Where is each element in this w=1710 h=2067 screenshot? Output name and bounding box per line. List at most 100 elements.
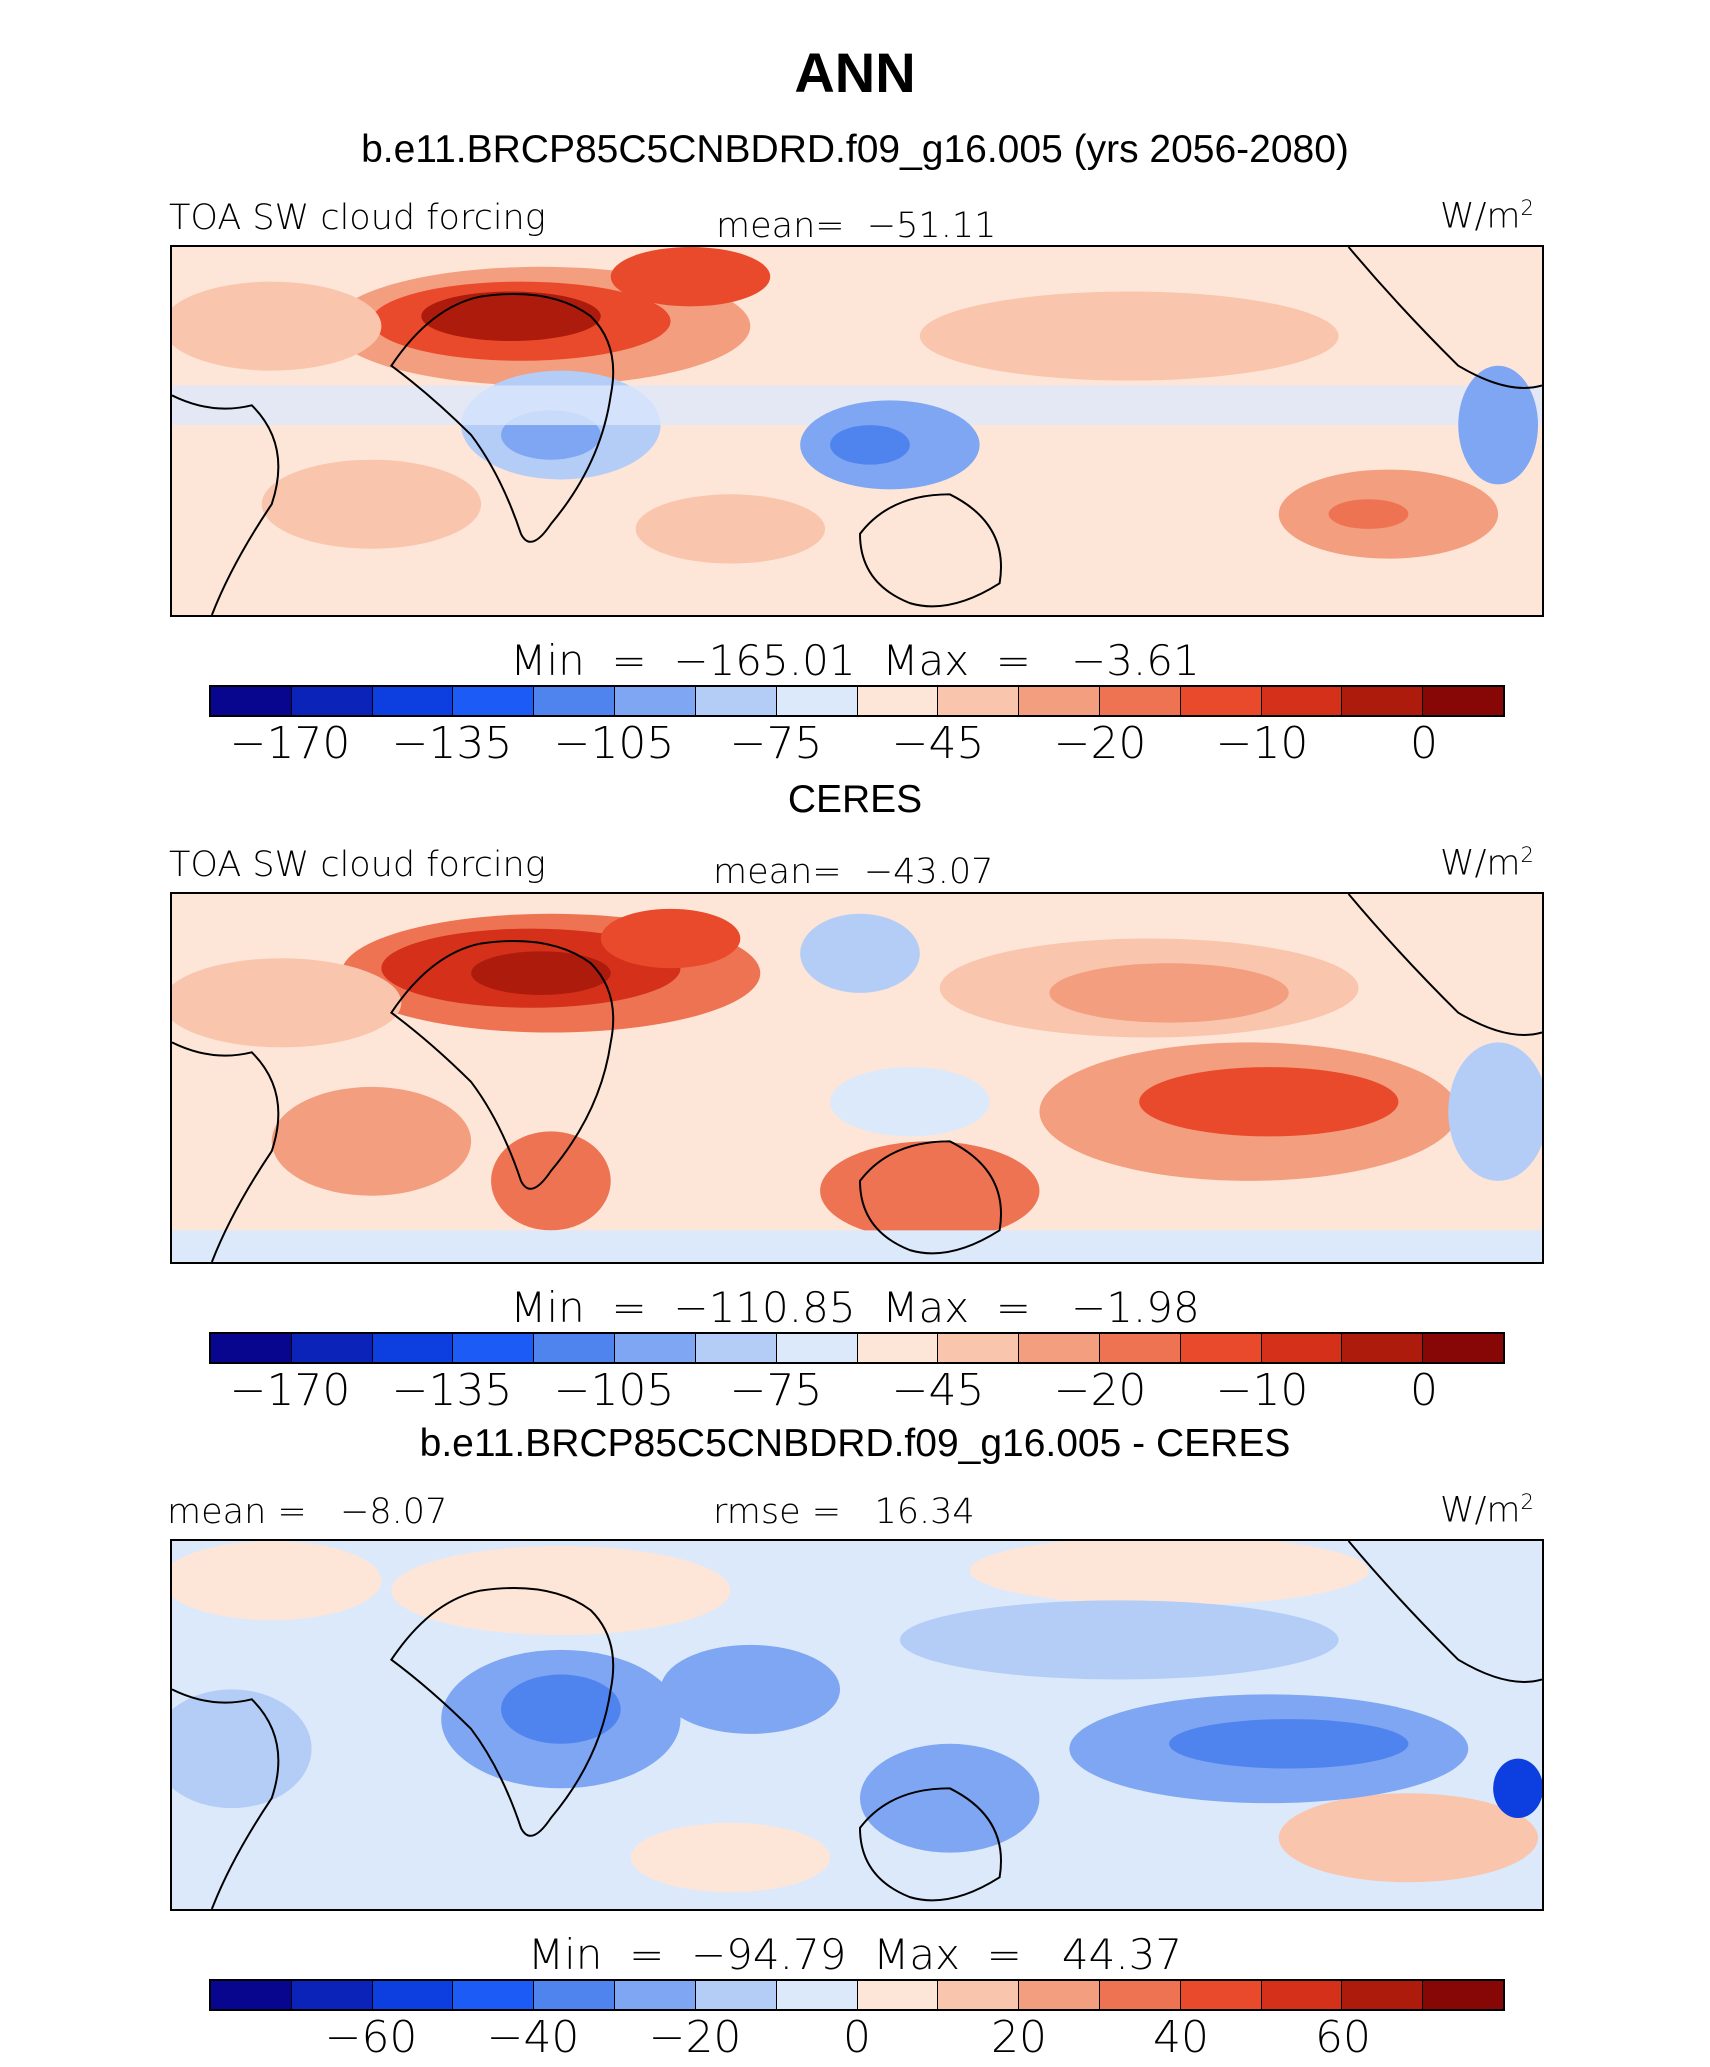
panel-1-units-label: W/m2 [1440, 196, 1534, 237]
colorbar-tick: −45 [891, 1365, 985, 1416]
colorbar-tick: −170 [229, 718, 351, 769]
colorbar-swatch [534, 687, 616, 715]
colorbar-swatch [1099, 1334, 1181, 1362]
panel-2-arabia-field [600, 908, 741, 969]
panel-1-africa-outline [390, 293, 615, 543]
colorbar-tick: 0 [1410, 1365, 1438, 1416]
colorbar-swatch [534, 1981, 616, 2009]
colorbar-swatch [615, 687, 696, 715]
panel-2-australia-outline [858, 1140, 1002, 1255]
colorbar-tick: −45 [891, 718, 985, 769]
panel-3-south-america-outline [172, 1688, 280, 1909]
panel-3-min-max: Min = −94.79 Max = 44.37 [527, 1930, 1183, 1979]
panel-3-pacific-north [969, 1541, 1369, 1606]
panel-2-map-svg [172, 894, 1542, 1262]
colorbar-tick: −10 [1215, 718, 1309, 769]
colorbar-swatch [857, 687, 939, 715]
colorbar-tick: −105 [553, 718, 675, 769]
colorbar-swatch [372, 1334, 454, 1362]
colorbar-tick: −135 [391, 718, 513, 769]
colorbar-tick: −20 [1053, 718, 1147, 769]
colorbar-swatch [695, 1334, 777, 1362]
panel-1-atlantic-south [261, 459, 482, 549]
panel-2-pacific-north-core [1049, 963, 1289, 1023]
panel-1-pacific-south-core [1328, 499, 1409, 529]
colorbar-tick: −135 [391, 1365, 513, 1416]
colorbar-swatch [776, 1981, 858, 2009]
panel-3-map-svg [172, 1541, 1542, 1909]
panel-1-australia-outline [858, 493, 1002, 608]
colorbar-swatch [1261, 1334, 1343, 1362]
panel-2-australia-field [820, 1141, 1040, 1241]
panel-3-australia-negative [859, 1743, 1040, 1853]
panel-3-rmse-label: rmse = 16.34 [713, 1492, 975, 1532]
panel-3-sahara-field [391, 1545, 731, 1635]
panel-2-min-max: Min = −110.85 Max = −1.98 [510, 1283, 1200, 1332]
panel-1-title: b.e11.BRCP85C5CNBDRD.f09_g16.005 (yrs 20… [361, 128, 1349, 171]
panel-2-atlantic-south [271, 1086, 472, 1196]
panel-1-indian-ocean-south [635, 494, 826, 564]
panel-3-africa-core [501, 1674, 621, 1744]
panel-1-map-svg [172, 247, 1542, 615]
colorbar-tick: −10 [1215, 1365, 1309, 1416]
colorbar-swatch [372, 1981, 454, 2009]
panel-1-min-max: Min = −165.01 Max = −3.61 [510, 636, 1200, 685]
panel-2-east-pacific-coast [1448, 1042, 1542, 1181]
panel-2-sahara-peak [471, 951, 611, 995]
panel-2-atlantic-north [172, 958, 402, 1048]
panel-2-mean-label: mean= −43.07 [713, 852, 994, 892]
panel-1-pacific-north [919, 291, 1339, 381]
panel-1-maritime-core [830, 425, 910, 465]
panel-1-south-america-outline [172, 394, 280, 615]
panel-1-north-america-outline [1347, 247, 1542, 389]
colorbar-tick: −170 [229, 1365, 351, 1416]
panel-2-south-america-outline [172, 1041, 280, 1262]
colorbar-swatch [453, 1981, 535, 2009]
colorbar-swatch [857, 1334, 939, 1362]
panel-3-africa-outline [390, 1587, 615, 1837]
panel-3-units-label: W/m2 [1440, 1490, 1534, 1531]
panel-3-pacific-south [1278, 1793, 1539, 1883]
colorbar-swatch [291, 687, 373, 715]
colorbar-swatch [453, 687, 535, 715]
colorbar-swatch [695, 687, 777, 715]
colorbar-swatch [534, 1334, 616, 1362]
panel-3-north-pacific-band [899, 1600, 1339, 1680]
colorbar-swatch [938, 687, 1020, 715]
colorbar-swatch [291, 1334, 373, 1362]
panel-3-indian-ocean-negative [660, 1644, 841, 1734]
panel-3-australia-outline [858, 1787, 1002, 1902]
colorbar-swatch [1261, 687, 1343, 715]
colorbar-swatch [695, 1981, 777, 2009]
colorbar-swatch [1342, 1334, 1424, 1362]
panel-3-colorbar [209, 1979, 1505, 2011]
colorbar-tick: 40 [1153, 2012, 1209, 2063]
colorbar-swatch [211, 687, 292, 715]
page-title: ANN [794, 41, 916, 104]
colorbar-tick: 0 [1410, 718, 1438, 769]
colorbar-swatch [1261, 1981, 1343, 2009]
colorbar-tick: −60 [324, 2012, 418, 2063]
colorbar-tick: 20 [991, 2012, 1047, 2063]
panel-1-variable-label: TOA SW cloud forcing [169, 198, 546, 238]
panel-3-title: b.e11.BRCP85C5CNBDRD.f09_g16.005 - CERES [419, 1422, 1291, 1465]
colorbar-tick: −20 [1053, 1365, 1147, 1416]
colorbar-swatch [776, 1334, 858, 1362]
colorbar-tick: −105 [553, 1365, 675, 1416]
panel-1-colorbar [209, 685, 1505, 717]
panel-1-atlantic-north [172, 281, 382, 371]
colorbar-tick: −40 [486, 2012, 580, 2063]
colorbar-tick: −20 [648, 2012, 742, 2063]
colorbar-swatch [938, 1981, 1020, 2009]
panel-3-mean-label: mean = −8.07 [167, 1492, 448, 1532]
colorbar-swatch [938, 1334, 1020, 1362]
colorbar-swatch [453, 1334, 535, 1362]
colorbar-swatch [291, 1981, 373, 2009]
panel-2-map [170, 892, 1544, 1264]
panel-3-map [170, 1539, 1544, 1911]
panel-3-indian-ocean-south [630, 1822, 831, 1893]
panel-2-title: CERES [787, 778, 923, 821]
panel-2-east-asia-field [800, 913, 920, 993]
colorbar-tick: 60 [1315, 2012, 1371, 2063]
panel-3-north-america-outline [1347, 1541, 1542, 1683]
